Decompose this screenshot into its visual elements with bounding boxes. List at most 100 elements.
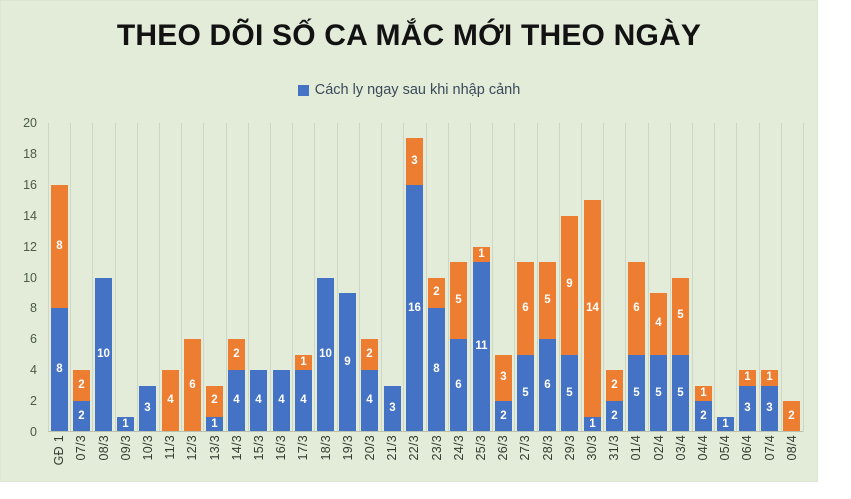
bar-column[interactable]: 10: [317, 277, 334, 432]
bar-segment-orange[interactable]: 5: [672, 277, 689, 355]
bar-segment-blue[interactable]: 5: [628, 354, 645, 432]
bar-segment-blue[interactable]: 2: [73, 401, 90, 432]
bar-segment-orange[interactable]: 3: [495, 354, 512, 402]
bar-segment-blue[interactable]: 2: [695, 401, 712, 432]
bar-segment-blue[interactable]: 4: [228, 370, 245, 432]
bar-column[interactable]: 4: [250, 370, 267, 432]
bar-segment-blue[interactable]: 5: [561, 354, 578, 432]
bar-segment-orange[interactable]: 6: [184, 339, 201, 432]
bar-segment-orange[interactable]: 5: [450, 262, 467, 340]
bar-segment-blue[interactable]: 10: [317, 277, 334, 432]
bar-segment-orange[interactable]: 5: [539, 262, 556, 340]
bar-column[interactable]: 1 11: [473, 246, 490, 432]
bar-segment-blue[interactable]: 4: [250, 370, 267, 432]
bar-segment-blue[interactable]: 5: [672, 354, 689, 432]
bar-segment-blue[interactable]: 5: [650, 354, 667, 432]
bar-value-label: 8: [433, 363, 440, 376]
bar-column[interactable]: 3: [139, 385, 156, 432]
bar-segment-orange[interactable]: 4: [162, 370, 179, 432]
bar-column[interactable]: 2: [783, 401, 800, 432]
x-axis-tick: 28/3: [541, 435, 555, 461]
bar-segment-blue[interactable]: 9: [339, 292, 356, 432]
bar-column[interactable]: 9: [339, 292, 356, 432]
bar-segment-blue[interactable]: 10: [95, 277, 112, 432]
bar-segment-blue[interactable]: 8: [51, 308, 68, 432]
bar-segment-orange[interactable]: 2: [606, 370, 623, 402]
y-axis-tick: 18: [23, 146, 37, 161]
bar-segment-blue[interactable]: 6: [539, 339, 556, 432]
bar-segment-blue[interactable]: 6: [450, 339, 467, 432]
bar-column[interactable]: 4: [162, 370, 179, 432]
bar-segment-orange[interactable]: 2: [73, 370, 90, 402]
bar-column[interactable]: 10: [95, 277, 112, 432]
bar-segment-orange[interactable]: 1: [295, 354, 312, 371]
bar-segment-blue[interactable]: 2: [606, 401, 623, 432]
bar-segment-blue[interactable]: 3: [761, 385, 778, 432]
bar-column[interactable]: 1: [117, 416, 134, 432]
bar-segment-orange[interactable]: 2: [361, 339, 378, 371]
bar-segment-orange[interactable]: 2: [206, 385, 223, 417]
bar-column[interactable]: 3: [384, 385, 401, 432]
bar-column[interactable]: 3 16: [406, 138, 423, 432]
y-axis-tick: 20: [23, 116, 37, 130]
x-axis-tick: 25/3: [474, 435, 488, 461]
bar-column[interactable]: 1: [717, 416, 734, 432]
bar-segment-blue[interactable]: 4: [273, 370, 290, 432]
bar-segment-blue[interactable]: 3: [139, 385, 156, 432]
bar-segment-orange[interactable]: 2: [428, 277, 445, 309]
bar-segment-orange[interactable]: 1: [739, 370, 756, 386]
bar-segment-orange[interactable]: 6: [517, 262, 534, 355]
y-axis-tick: 2: [30, 394, 37, 409]
bar-segment-blue[interactable]: 1: [717, 416, 734, 432]
bar-segment-orange[interactable]: 8: [51, 184, 68, 309]
bar-segment-orange[interactable]: 1: [761, 370, 778, 386]
bar-segment-blue[interactable]: 2: [495, 401, 512, 432]
bar-segment-orange[interactable]: 1: [695, 385, 712, 402]
bar-segment-blue[interactable]: 1: [117, 416, 134, 432]
bar-segment-blue[interactable]: 8: [428, 308, 445, 432]
gridline-vertical: [803, 123, 804, 432]
y-axis-tick: 16: [23, 177, 37, 192]
bar-segment-blue[interactable]: 3: [739, 385, 756, 432]
bar-segment-blue[interactable]: 11: [473, 262, 490, 432]
bar-segment-orange[interactable]: 2: [228, 339, 245, 371]
bar-segment-orange[interactable]: 1: [473, 246, 490, 263]
bar-segment-blue[interactable]: 1: [584, 416, 601, 432]
bar-column[interactable]: 4: [273, 370, 290, 432]
x-axis-tick: 02/4: [652, 435, 666, 461]
bar-segment-blue[interactable]: 4: [295, 370, 312, 432]
bar-segment-blue[interactable]: 3: [384, 385, 401, 432]
bar-segment-blue[interactable]: 16: [406, 184, 423, 432]
bar-segment-orange[interactable]: 2: [783, 401, 800, 432]
bar-segment-orange[interactable]: 4: [650, 292, 667, 355]
bar-segment-orange[interactable]: 3: [406, 138, 423, 185]
bar-segment-blue[interactable]: 4: [361, 370, 378, 432]
bar-column[interactable]: 14 1: [584, 200, 601, 432]
bar-segment-blue[interactable]: 5: [517, 354, 534, 432]
bar-segment-orange[interactable]: 14: [584, 200, 601, 417]
bar-segment-blue[interactable]: 1: [206, 416, 223, 432]
bar-column[interactable]: 6: [184, 339, 201, 432]
bar-segment-orange[interactable]: 9: [561, 215, 578, 355]
gridline-vertical: [581, 123, 582, 432]
bar-segment-orange[interactable]: 6: [628, 262, 645, 355]
